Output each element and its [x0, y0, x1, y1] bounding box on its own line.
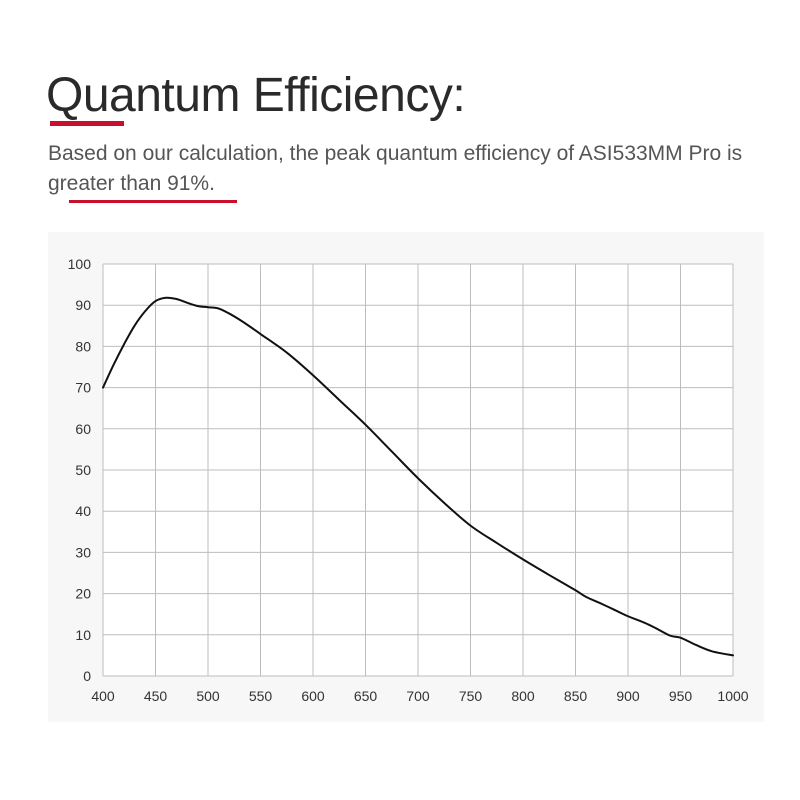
x-tick-label: 500: [196, 688, 220, 704]
x-tick-label: 550: [249, 688, 273, 704]
y-tick-label: 80: [75, 338, 91, 354]
page-subtitle: Based on our calculation, the peak quant…: [48, 142, 743, 195]
y-tick-label: 60: [75, 421, 91, 437]
x-tick-label: 450: [144, 688, 168, 704]
y-tick-label: 40: [75, 503, 91, 519]
x-tick-label: 400: [91, 688, 115, 704]
y-tick-label: 0: [83, 668, 91, 684]
x-tick-label: 1000: [717, 688, 748, 704]
y-tick-label: 70: [75, 380, 91, 396]
x-tick-label: 800: [511, 688, 535, 704]
y-tick-label: 20: [75, 586, 91, 602]
x-tick-label: 850: [564, 688, 588, 704]
title-underline: [50, 121, 124, 126]
x-tick-label: 700: [406, 688, 430, 704]
chart-tick-labels: 400 450 500 550 600 650 700 750 800 850 900 950 1000…: [68, 256, 749, 704]
page-title: Quantum Efficiency:: [46, 69, 466, 122]
x-tick-label: 650: [354, 688, 378, 704]
y-tick-label: 50: [75, 462, 91, 478]
chart-series: [102, 296, 734, 657]
y-tick-label: 100: [68, 256, 92, 272]
quantum-efficiency-chart: 400 450 500 550 600 650 700 750 800 850 900 950 1000…: [68, 256, 749, 704]
y-tick-label: 10: [75, 627, 91, 643]
y-tick-label: 90: [75, 297, 91, 313]
x-tick-label: 950: [669, 688, 693, 704]
x-tick-label: 600: [301, 688, 325, 704]
x-tick-label: 750: [459, 688, 483, 704]
chart-grid: [102, 263, 734, 677]
y-tick-label: 30: [75, 544, 91, 560]
subtitle-underline: [69, 200, 237, 203]
x-tick-label: 900: [616, 688, 640, 704]
